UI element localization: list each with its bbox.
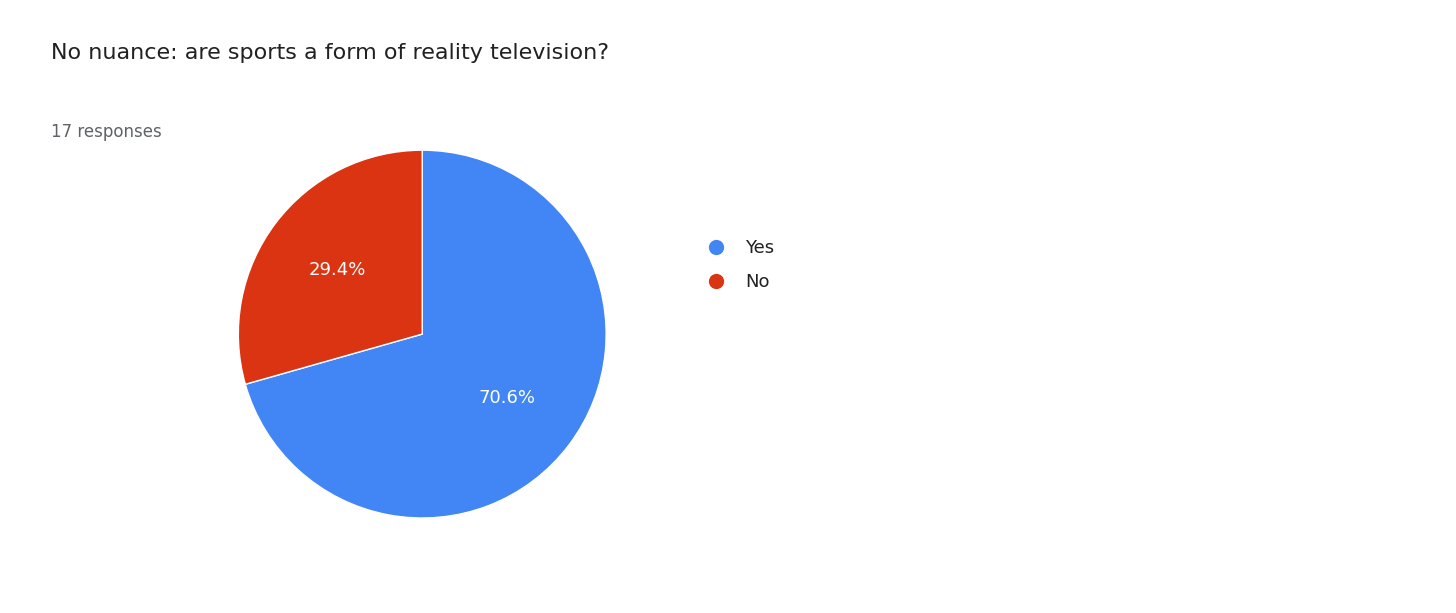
Legend: Yes, No: Yes, No xyxy=(697,239,775,291)
Wedge shape xyxy=(239,150,422,384)
Text: 17 responses: 17 responses xyxy=(51,123,162,140)
Text: 70.6%: 70.6% xyxy=(479,389,536,408)
Wedge shape xyxy=(245,150,606,518)
Text: No nuance: are sports a form of reality television?: No nuance: are sports a form of reality … xyxy=(51,43,609,63)
Text: 29.4%: 29.4% xyxy=(309,261,365,279)
